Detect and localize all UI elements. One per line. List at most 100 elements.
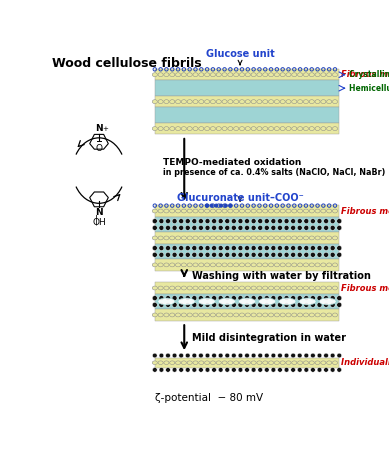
Ellipse shape: [198, 298, 215, 305]
Ellipse shape: [251, 313, 256, 317]
Circle shape: [159, 296, 164, 301]
Ellipse shape: [240, 361, 245, 364]
Bar: [155, 69, 339, 80]
Ellipse shape: [286, 73, 291, 77]
Ellipse shape: [170, 361, 175, 364]
Ellipse shape: [268, 100, 273, 104]
Circle shape: [258, 225, 263, 230]
Ellipse shape: [321, 73, 326, 77]
Circle shape: [212, 252, 217, 257]
Circle shape: [152, 218, 157, 224]
Circle shape: [172, 246, 177, 251]
Circle shape: [297, 225, 302, 230]
Ellipse shape: [158, 298, 175, 305]
Ellipse shape: [199, 263, 204, 267]
Circle shape: [186, 353, 190, 358]
Ellipse shape: [216, 263, 221, 267]
Circle shape: [337, 246, 342, 251]
Ellipse shape: [251, 286, 256, 290]
Ellipse shape: [228, 209, 233, 213]
Ellipse shape: [257, 100, 262, 104]
Circle shape: [172, 368, 177, 372]
Ellipse shape: [309, 73, 314, 77]
Ellipse shape: [175, 286, 180, 290]
Circle shape: [212, 302, 217, 308]
Ellipse shape: [158, 127, 163, 130]
Ellipse shape: [210, 127, 216, 130]
Circle shape: [258, 296, 263, 301]
Circle shape: [159, 302, 164, 308]
Bar: [155, 205, 339, 217]
Ellipse shape: [152, 73, 158, 77]
Ellipse shape: [274, 286, 279, 290]
Ellipse shape: [187, 313, 192, 317]
Ellipse shape: [164, 73, 169, 77]
Circle shape: [198, 246, 203, 251]
Circle shape: [245, 225, 249, 230]
Circle shape: [284, 225, 289, 230]
Circle shape: [179, 225, 184, 230]
Ellipse shape: [319, 298, 336, 305]
Ellipse shape: [286, 127, 291, 130]
Ellipse shape: [245, 127, 251, 130]
Ellipse shape: [263, 313, 268, 317]
Ellipse shape: [274, 236, 279, 240]
Bar: [155, 80, 339, 96]
Circle shape: [284, 353, 289, 358]
Circle shape: [271, 246, 276, 251]
Ellipse shape: [222, 209, 227, 213]
Ellipse shape: [309, 361, 314, 364]
Bar: [155, 244, 339, 259]
Ellipse shape: [181, 236, 186, 240]
Ellipse shape: [193, 73, 198, 77]
Circle shape: [179, 302, 184, 308]
Text: Fibrous morphology: Fibrous morphology: [341, 284, 389, 293]
Ellipse shape: [333, 127, 338, 130]
Circle shape: [245, 296, 249, 301]
Ellipse shape: [240, 286, 245, 290]
Circle shape: [152, 225, 157, 230]
Ellipse shape: [164, 313, 169, 317]
Circle shape: [264, 302, 269, 308]
Circle shape: [298, 368, 302, 372]
Ellipse shape: [187, 73, 192, 77]
Circle shape: [330, 353, 335, 358]
Ellipse shape: [257, 73, 262, 77]
Ellipse shape: [280, 100, 285, 104]
Circle shape: [271, 218, 276, 224]
Ellipse shape: [280, 209, 285, 213]
Circle shape: [192, 353, 197, 358]
Ellipse shape: [234, 73, 239, 77]
Circle shape: [152, 296, 157, 301]
Circle shape: [185, 302, 190, 308]
Circle shape: [251, 296, 256, 301]
Ellipse shape: [299, 298, 316, 305]
Ellipse shape: [309, 236, 314, 240]
Ellipse shape: [292, 236, 297, 240]
Circle shape: [337, 218, 342, 224]
Circle shape: [218, 252, 223, 257]
Circle shape: [212, 368, 216, 372]
Circle shape: [291, 353, 296, 358]
Ellipse shape: [292, 209, 297, 213]
Circle shape: [172, 296, 177, 301]
Ellipse shape: [234, 209, 239, 213]
Text: Mild disintegration in water: Mild disintegration in water: [192, 333, 346, 343]
Circle shape: [172, 353, 177, 358]
Circle shape: [192, 225, 197, 230]
Ellipse shape: [268, 361, 273, 364]
Ellipse shape: [286, 209, 291, 213]
Ellipse shape: [210, 100, 216, 104]
Ellipse shape: [309, 209, 314, 213]
Circle shape: [215, 204, 218, 207]
Circle shape: [159, 225, 164, 230]
Circle shape: [165, 252, 170, 257]
Ellipse shape: [327, 236, 332, 240]
Bar: [155, 309, 339, 321]
Ellipse shape: [263, 209, 268, 213]
Ellipse shape: [251, 100, 256, 104]
Ellipse shape: [234, 263, 239, 267]
Circle shape: [297, 302, 302, 308]
Ellipse shape: [286, 100, 291, 104]
Text: Washing with water by filtration: Washing with water by filtration: [192, 271, 371, 281]
